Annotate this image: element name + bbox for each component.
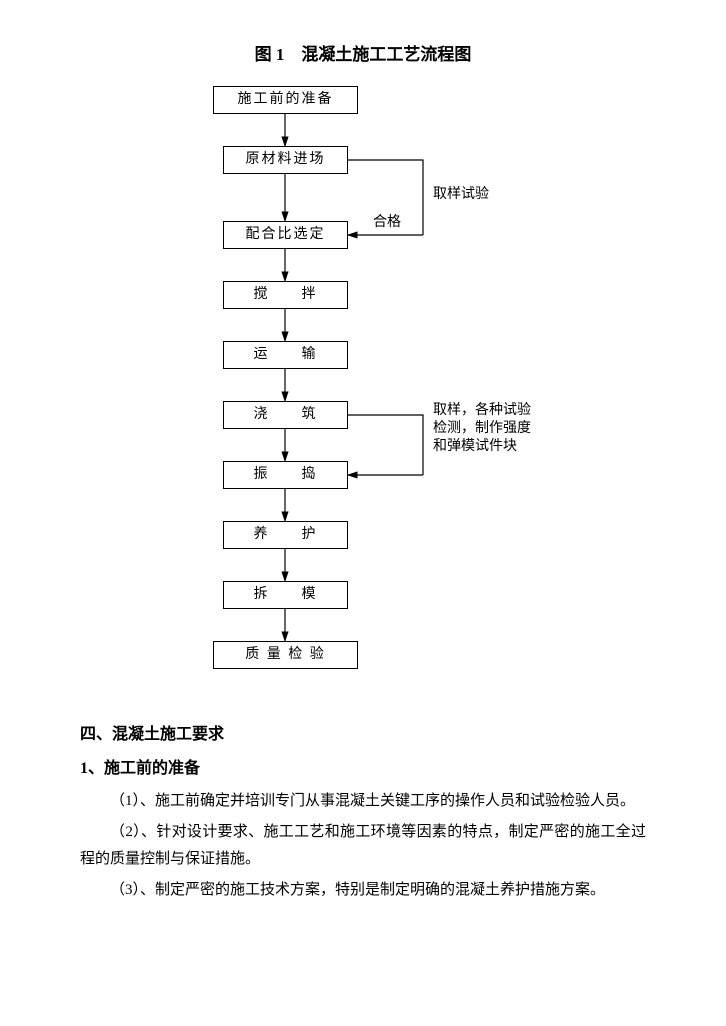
node-stir: 搅 拌 — [223, 281, 348, 309]
label-pass: 合格 — [373, 213, 401, 233]
label-detect-1: 取样，各种试验 — [433, 401, 531, 421]
section-4-title: 四、混凝土施工要求 — [80, 721, 646, 750]
figure-title: 图 1 混凝土施工工艺流程图 — [80, 40, 646, 71]
flowchart: 施工前的准备 原材料进场 配合比选定 搅 拌 运 输 浇 筑 振 捣 养 护 拆… — [103, 81, 623, 701]
label-detect-2: 检测，制作强度 — [433, 419, 531, 439]
node-mix: 配合比选定 — [223, 221, 348, 249]
label-sample-test: 取样试验 — [433, 185, 489, 205]
node-qc: 质 量 检 验 — [213, 641, 358, 669]
node-pour: 浇 筑 — [223, 401, 348, 429]
node-demold: 拆 模 — [223, 581, 348, 609]
para-3: （3）、制定严密的施工技术方案，特别是制定明确的混凝土养护措施方案。 — [80, 877, 646, 904]
node-vibrate: 振 捣 — [223, 461, 348, 489]
node-prep: 施工前的准备 — [213, 86, 358, 114]
node-transport: 运 输 — [223, 341, 348, 369]
label-detect-3: 和弹模试件块 — [433, 437, 517, 457]
para-2: （2）、针对设计要求、施工工艺和施工环境等因素的特点，制定严密的施工全过程的质量… — [80, 819, 646, 873]
node-cure: 养 护 — [223, 521, 348, 549]
sub-1-title: 1、施工前的准备 — [80, 755, 646, 784]
para-1: （1）、施工前确定并培训专门从事混凝土关键工序的操作人员和试验检验人员。 — [80, 788, 646, 815]
flowchart-lines — [103, 81, 623, 701]
node-material: 原材料进场 — [223, 146, 348, 174]
